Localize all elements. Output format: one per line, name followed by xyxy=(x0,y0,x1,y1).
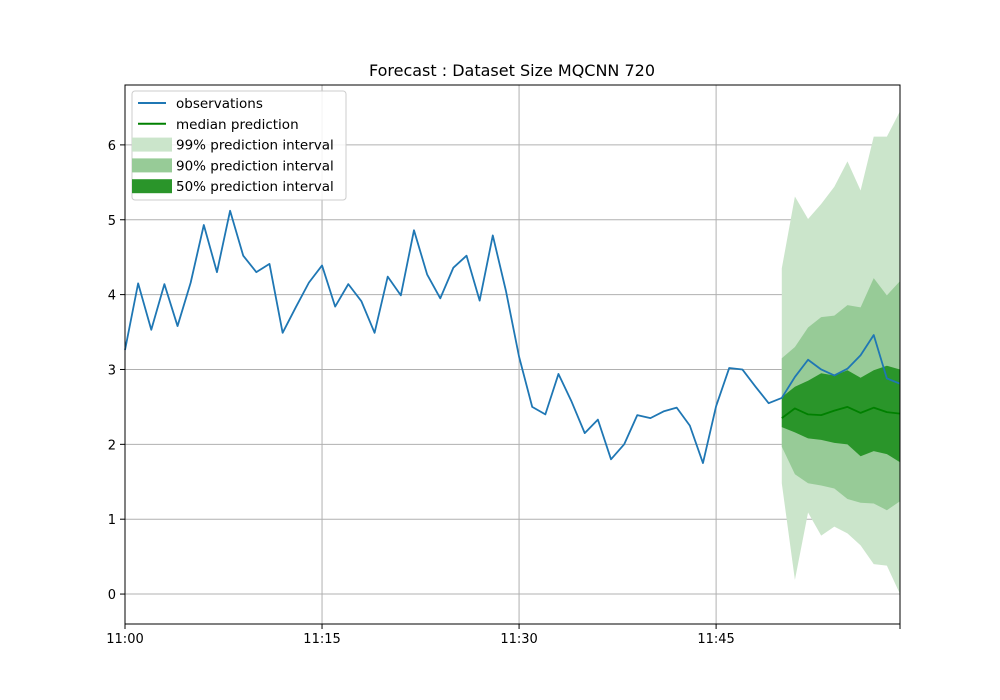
y-tick-label: 6 xyxy=(108,139,116,154)
chart-title: Forecast : Dataset Size MQCNN 720 xyxy=(369,61,655,80)
legend-label: observations xyxy=(176,96,263,112)
plot-frame xyxy=(124,84,901,625)
y-tick-label: 1 xyxy=(108,513,116,528)
legend-swatch-patch xyxy=(132,179,172,194)
median-prediction-line xyxy=(781,406,901,419)
prediction-bands xyxy=(781,111,900,595)
y-tick-label: 0 xyxy=(108,588,116,603)
x-tick-label: 11:00 xyxy=(106,632,143,647)
axes: 0 1 2 3 4 5 6 11:00 11:15 11:30 11:45 xyxy=(106,139,901,647)
y-tick-label: 4 xyxy=(108,289,116,304)
legend-label: 90% prediction interval xyxy=(176,158,334,174)
band-50-area xyxy=(781,365,900,463)
legend-swatch-patch xyxy=(132,158,172,173)
series-lines xyxy=(124,209,901,464)
y-tick-label: 2 xyxy=(108,438,116,453)
y-tick-label: 3 xyxy=(108,363,116,378)
x-tick-label: 11:30 xyxy=(500,632,537,647)
x-tick-label: 11:15 xyxy=(303,632,340,647)
y-tick-label: 5 xyxy=(108,214,116,229)
legend-swatch-patch xyxy=(132,137,172,152)
x-tick-label: 11:45 xyxy=(697,632,734,647)
legend: observations median prediction 99% predict… xyxy=(131,90,347,201)
observations-line xyxy=(124,209,901,464)
legend-label: 50% prediction interval xyxy=(176,179,334,195)
legend-label: 99% prediction interval xyxy=(176,138,334,154)
legend-label: median prediction xyxy=(176,117,299,133)
